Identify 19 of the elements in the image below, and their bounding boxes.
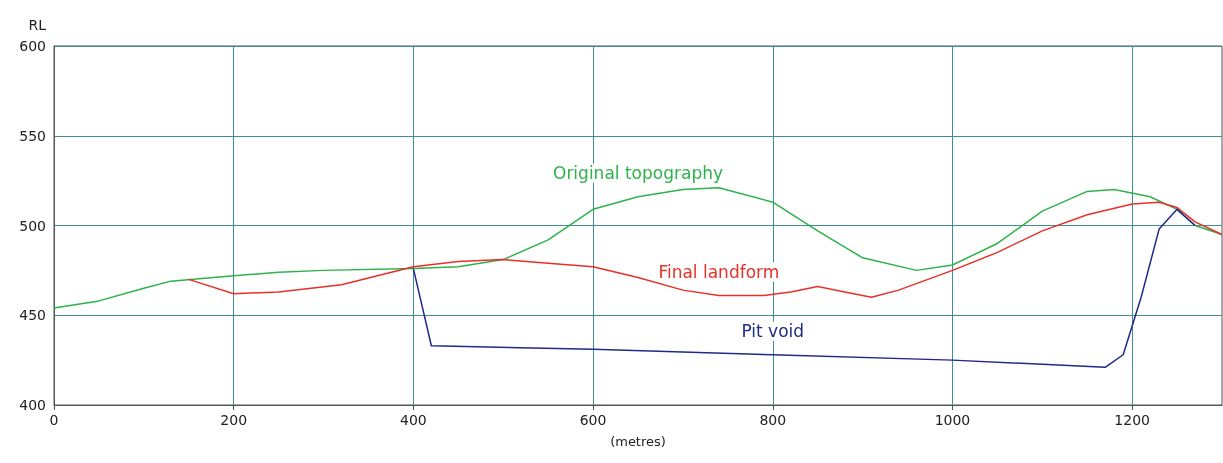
x-tick-label: 1000 [934, 412, 971, 428]
y-tick-label: 600 [19, 38, 46, 54]
x-tick-label: 800 [759, 412, 787, 428]
y-tick-label: 400 [19, 397, 46, 413]
y-tick-label: 500 [19, 217, 46, 234]
x-axis-title: (metres) [610, 434, 666, 449]
y-tick-label: 450 [19, 307, 46, 324]
x-tick-label: 600 [579, 412, 607, 428]
x-tick-label: 200 [220, 412, 248, 428]
line-series [412, 208, 1196, 369]
series-label: Final landform [658, 262, 780, 283]
y-axis-title: RL [28, 17, 47, 33]
x-tick-label: 400 [400, 412, 427, 428]
y-tick-label: 550 [19, 127, 46, 144]
series-label: Original topography [552, 163, 724, 184]
x-tick-label: 0 [49, 412, 59, 428]
line-series [188, 201, 1223, 299]
series-label: Pit void [741, 321, 805, 342]
x-tick-label: 1200 [1114, 412, 1150, 428]
